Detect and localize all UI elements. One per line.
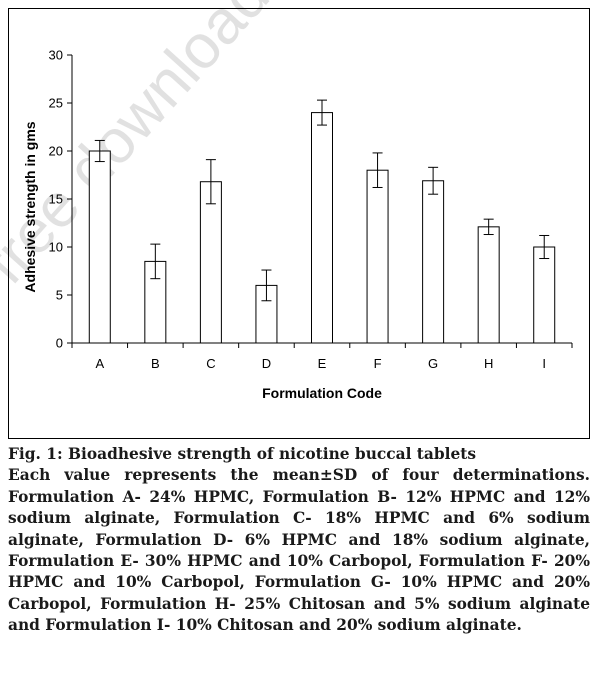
chart-border — [8, 8, 590, 439]
bar — [88, 150, 111, 344]
caption-body: Each value represents the mean±SD of fou… — [8, 466, 590, 635]
y-tick-label: 5 — [56, 288, 63, 303]
x-tick-label: C — [206, 356, 215, 371]
y-tick-label: 30 — [49, 48, 63, 63]
y-tick-label: 10 — [49, 240, 63, 255]
error-bars-group — [94, 99, 550, 302]
bar — [199, 181, 222, 344]
bar — [533, 246, 556, 344]
caption-title: Fig. 1: Bioadhesive strength of nicotine… — [8, 445, 477, 463]
bar — [477, 226, 500, 344]
bar — [422, 180, 445, 344]
y-tick-label: 15 — [49, 192, 63, 207]
x-tick-label: B — [151, 356, 160, 371]
x-tick-label: H — [484, 356, 493, 371]
y-tick-label: 20 — [49, 144, 63, 159]
bar — [366, 169, 389, 344]
y-tick-label: 25 — [49, 96, 63, 111]
x-tick-label: F — [374, 356, 382, 371]
y-axis: 0 5 10 15 20 25 30 — [49, 48, 73, 351]
figure-caption: Fig. 1: Bioadhesive strength of nicotine… — [8, 444, 590, 637]
x-tick-label: A — [95, 356, 104, 371]
x-axis-title: Formulation Code — [262, 385, 382, 401]
x-tick-label: G — [428, 356, 438, 371]
x-tick-label: I — [542, 356, 546, 371]
x-tick-label: D — [262, 356, 271, 371]
bar — [311, 112, 333, 344]
x-tick-label: E — [318, 356, 327, 371]
y-tick-label: 0 — [56, 336, 63, 351]
bars-group — [88, 112, 556, 344]
x-axis: A B C D E F G H I — [71, 342, 573, 371]
y-axis-title: Adhesive strength in gms — [22, 121, 38, 292]
